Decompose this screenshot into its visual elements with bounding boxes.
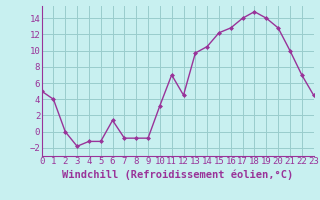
X-axis label: Windchill (Refroidissement éolien,°C): Windchill (Refroidissement éolien,°C) <box>62 169 293 180</box>
